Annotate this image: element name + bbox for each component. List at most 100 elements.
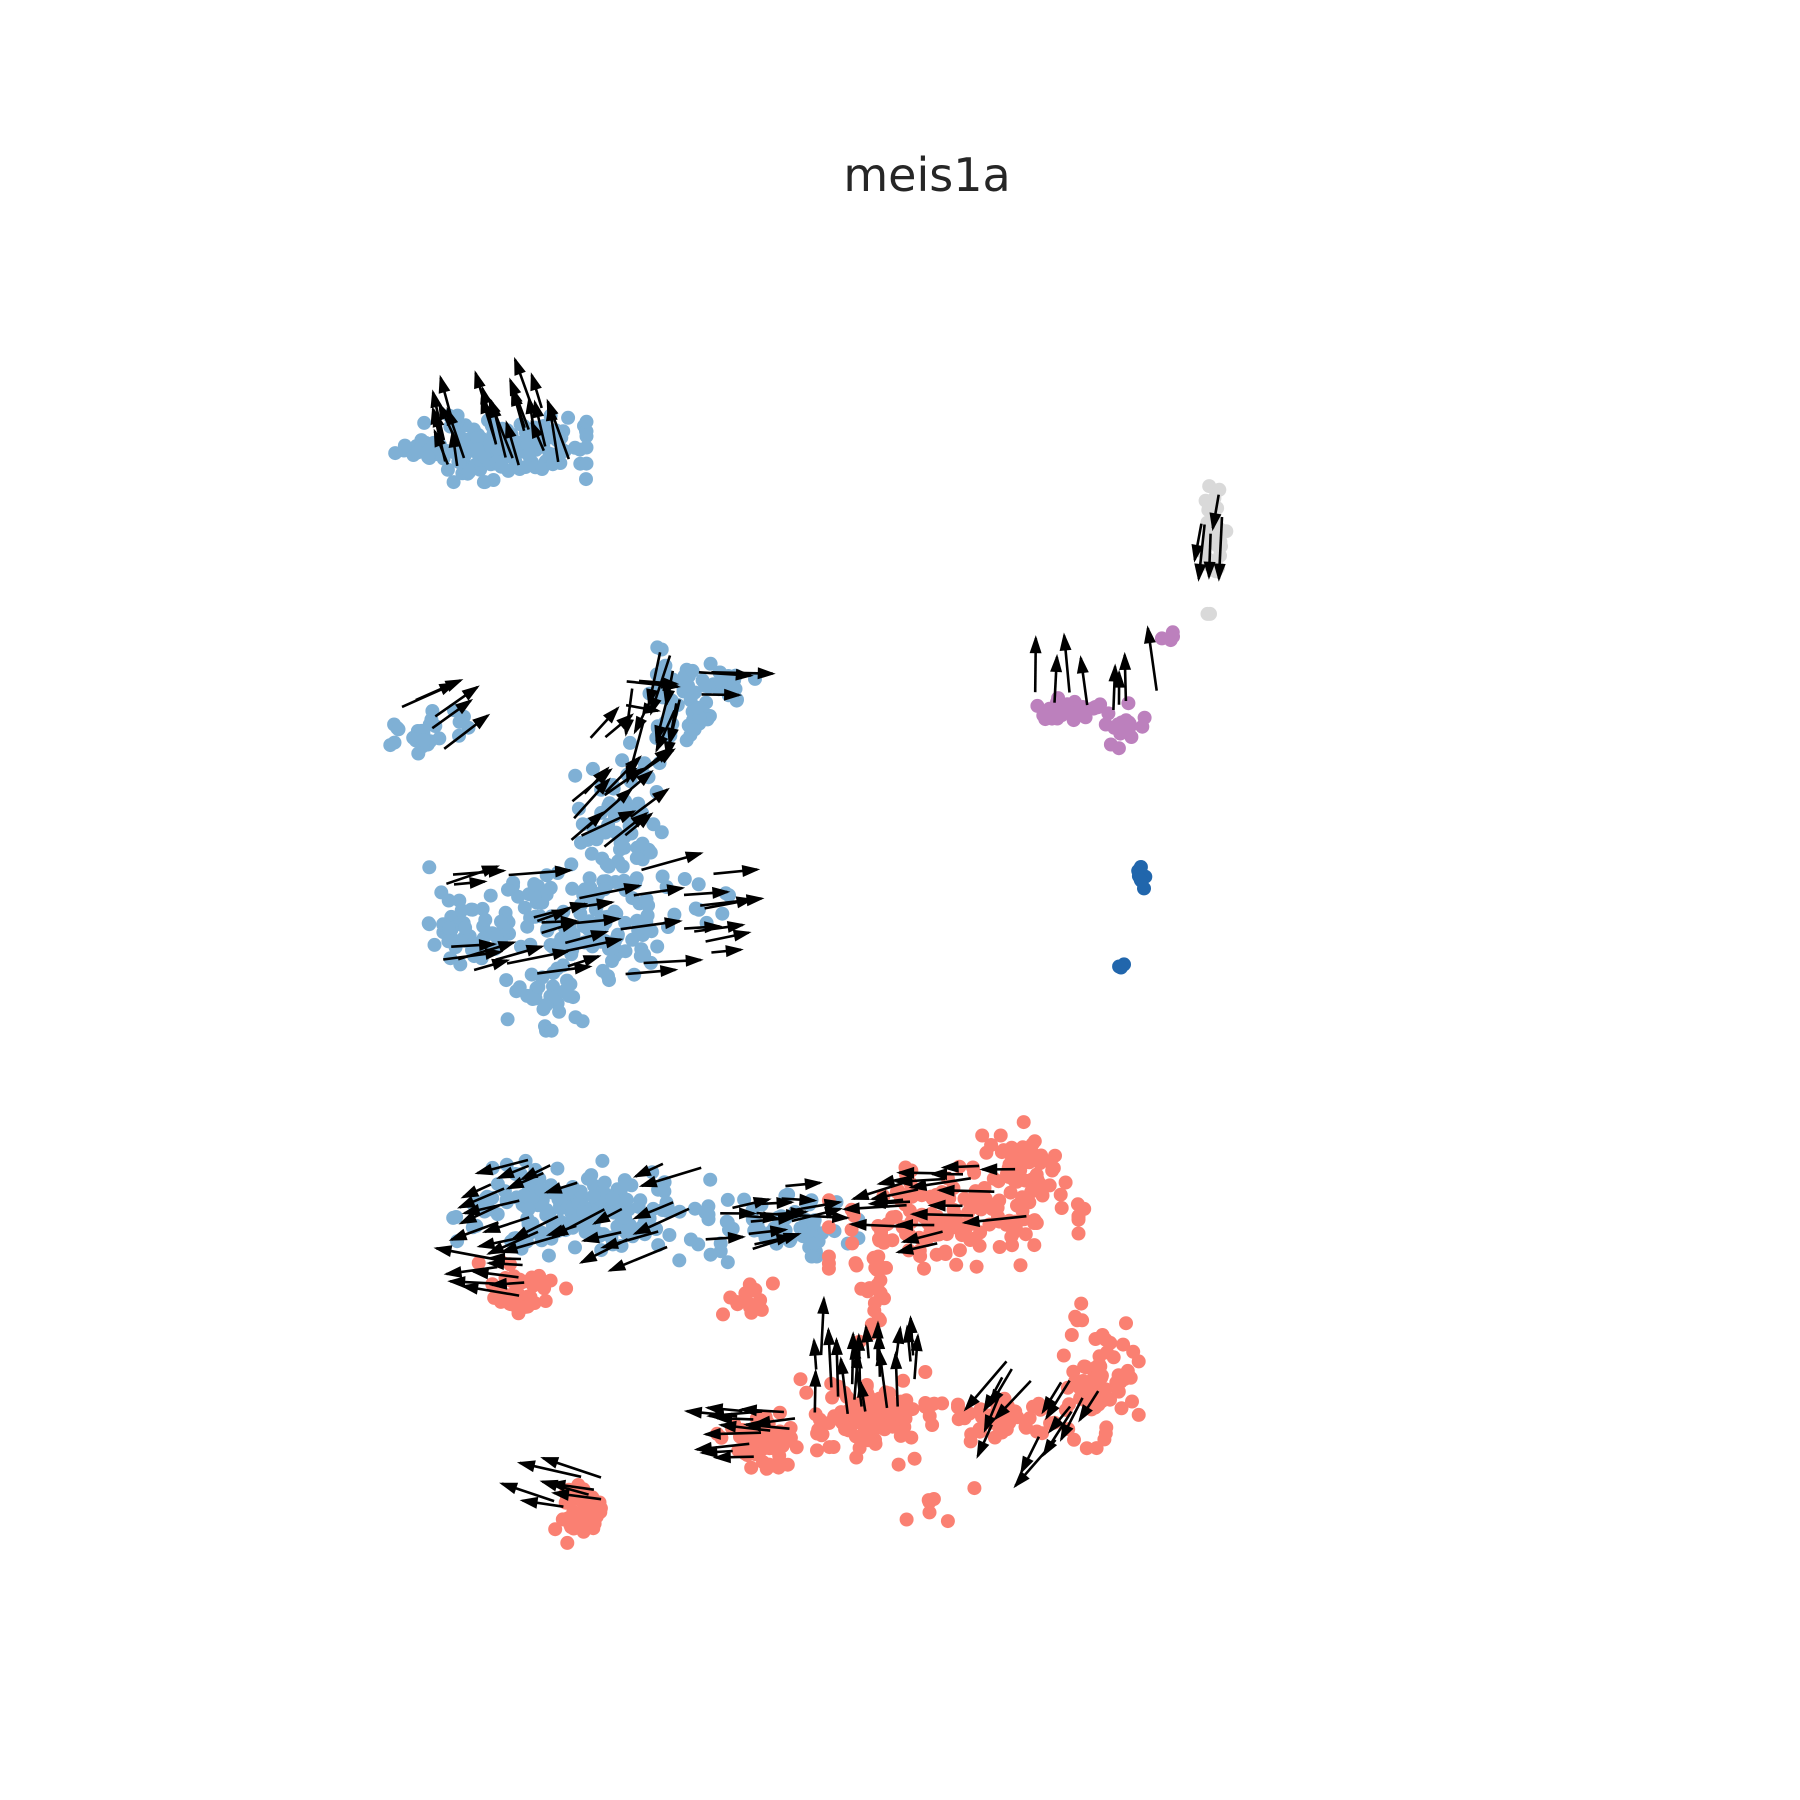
- cell-point: [539, 997, 554, 1012]
- velocity-arrow: [705, 929, 752, 943]
- cell-point: [793, 1372, 808, 1387]
- cell-point: [494, 914, 508, 929]
- velocity-arrow: [622, 688, 634, 737]
- velocity-arrow: [499, 1482, 555, 1503]
- cell-point: [1077, 1201, 1092, 1216]
- cell-point: [1003, 1185, 1018, 1200]
- cell-point: [688, 1201, 702, 1216]
- cell-point: [646, 817, 661, 832]
- cell-point: [1058, 1175, 1073, 1190]
- velocity-arrow: [532, 399, 547, 447]
- cell-point: [877, 1291, 891, 1306]
- cell-point: [1033, 1156, 1047, 1171]
- cell-point: [905, 1189, 920, 1204]
- cell-point: [806, 1237, 821, 1252]
- cell-point: [1071, 1226, 1086, 1241]
- velocity-arrow: [823, 1327, 836, 1388]
- cell-point: [793, 1221, 808, 1236]
- cell-point: [490, 1177, 505, 1192]
- velocity-arrow: [545, 402, 560, 463]
- cell-point: [476, 475, 491, 490]
- cell-point: [465, 902, 480, 917]
- cell-point: [552, 1004, 567, 1019]
- velocity-arrow: [1108, 663, 1121, 711]
- velocity-arrow: [1059, 632, 1072, 693]
- cell-point: [516, 1188, 531, 1203]
- velocity-arrow: [700, 894, 765, 907]
- cell-point: [662, 1228, 677, 1242]
- velocity-arrow: [430, 389, 446, 441]
- cell-point: [907, 1451, 922, 1466]
- cell-point: [973, 1225, 988, 1240]
- velocity-arrow: [1047, 1405, 1072, 1434]
- velocity-arrow: [809, 1368, 822, 1413]
- cell-point: [1019, 1420, 1034, 1435]
- cell-point: [446, 475, 461, 490]
- cell-point: [527, 889, 542, 904]
- velocity-arrow: [714, 1412, 754, 1425]
- velocity-arrow: [927, 1199, 963, 1212]
- cell-point: [618, 944, 633, 959]
- cell-point: [1163, 633, 1178, 648]
- velocity-arrow: [638, 676, 680, 689]
- cell-point: [778, 1428, 793, 1443]
- cell-point: [541, 1248, 556, 1263]
- cell-point: [489, 929, 504, 944]
- cell-point: [442, 921, 456, 936]
- cell-point: [929, 1220, 944, 1235]
- cell-point: [629, 871, 644, 886]
- cell-point: [1024, 1145, 1039, 1159]
- cell-point: [683, 1232, 698, 1247]
- cell-point: [453, 957, 468, 972]
- cell-point: [1135, 719, 1150, 734]
- cell-point: [771, 1460, 786, 1475]
- cell-point: [744, 1460, 759, 1475]
- velocity-arrow: [909, 1208, 974, 1221]
- cell-point: [650, 939, 665, 954]
- velocity-arrow: [580, 810, 637, 837]
- cell-point: [804, 1249, 819, 1264]
- velocity-arrow: [603, 767, 645, 797]
- cell-point: [949, 1257, 964, 1272]
- velocity-arrow: [482, 1216, 530, 1234]
- velocity-arrow: [401, 682, 458, 709]
- velocity-arrow: [963, 1360, 1008, 1412]
- cell-point: [1212, 522, 1227, 537]
- velocity-arrow: [809, 1337, 822, 1370]
- velocity-arrow: [848, 1218, 909, 1231]
- cell-point: [703, 1172, 718, 1187]
- cell-point: [1123, 719, 1138, 734]
- velocity-arrow: [434, 685, 480, 718]
- cell-point: [577, 1501, 591, 1516]
- velocity-arrow: [861, 1324, 874, 1359]
- cell-point: [810, 1426, 825, 1441]
- cell-point: [587, 1493, 602, 1508]
- cell-point: [716, 1307, 730, 1322]
- cell-point: [565, 881, 580, 896]
- velocity-arrow: [624, 812, 654, 837]
- velocity-arrow: [694, 921, 746, 933]
- cell-point: [571, 801, 586, 816]
- cell-point: [667, 907, 682, 922]
- velocity-arrow: [1144, 625, 1158, 691]
- velocity-arrow: [446, 407, 466, 459]
- cell-point: [822, 1440, 837, 1455]
- velocity-arrow: [704, 1403, 743, 1416]
- cell-point: [411, 746, 426, 761]
- cell-point: [1067, 1432, 1081, 1447]
- cell-point: [967, 1481, 982, 1496]
- velocity-arrow: [607, 1245, 668, 1272]
- cell-point: [640, 908, 655, 923]
- cell-point: [597, 1175, 612, 1190]
- cell-point: [391, 722, 406, 737]
- cell-point: [1111, 741, 1126, 756]
- cell-point: [499, 973, 514, 988]
- cell-point: [806, 1216, 821, 1231]
- cell-point: [690, 700, 705, 715]
- cell-point: [576, 1204, 590, 1219]
- velocity-arrow: [830, 1337, 843, 1397]
- velocity-arrow: [581, 1231, 622, 1244]
- cell-point: [501, 882, 515, 897]
- cell-point: [1078, 710, 1093, 725]
- cell-point: [992, 1418, 1007, 1433]
